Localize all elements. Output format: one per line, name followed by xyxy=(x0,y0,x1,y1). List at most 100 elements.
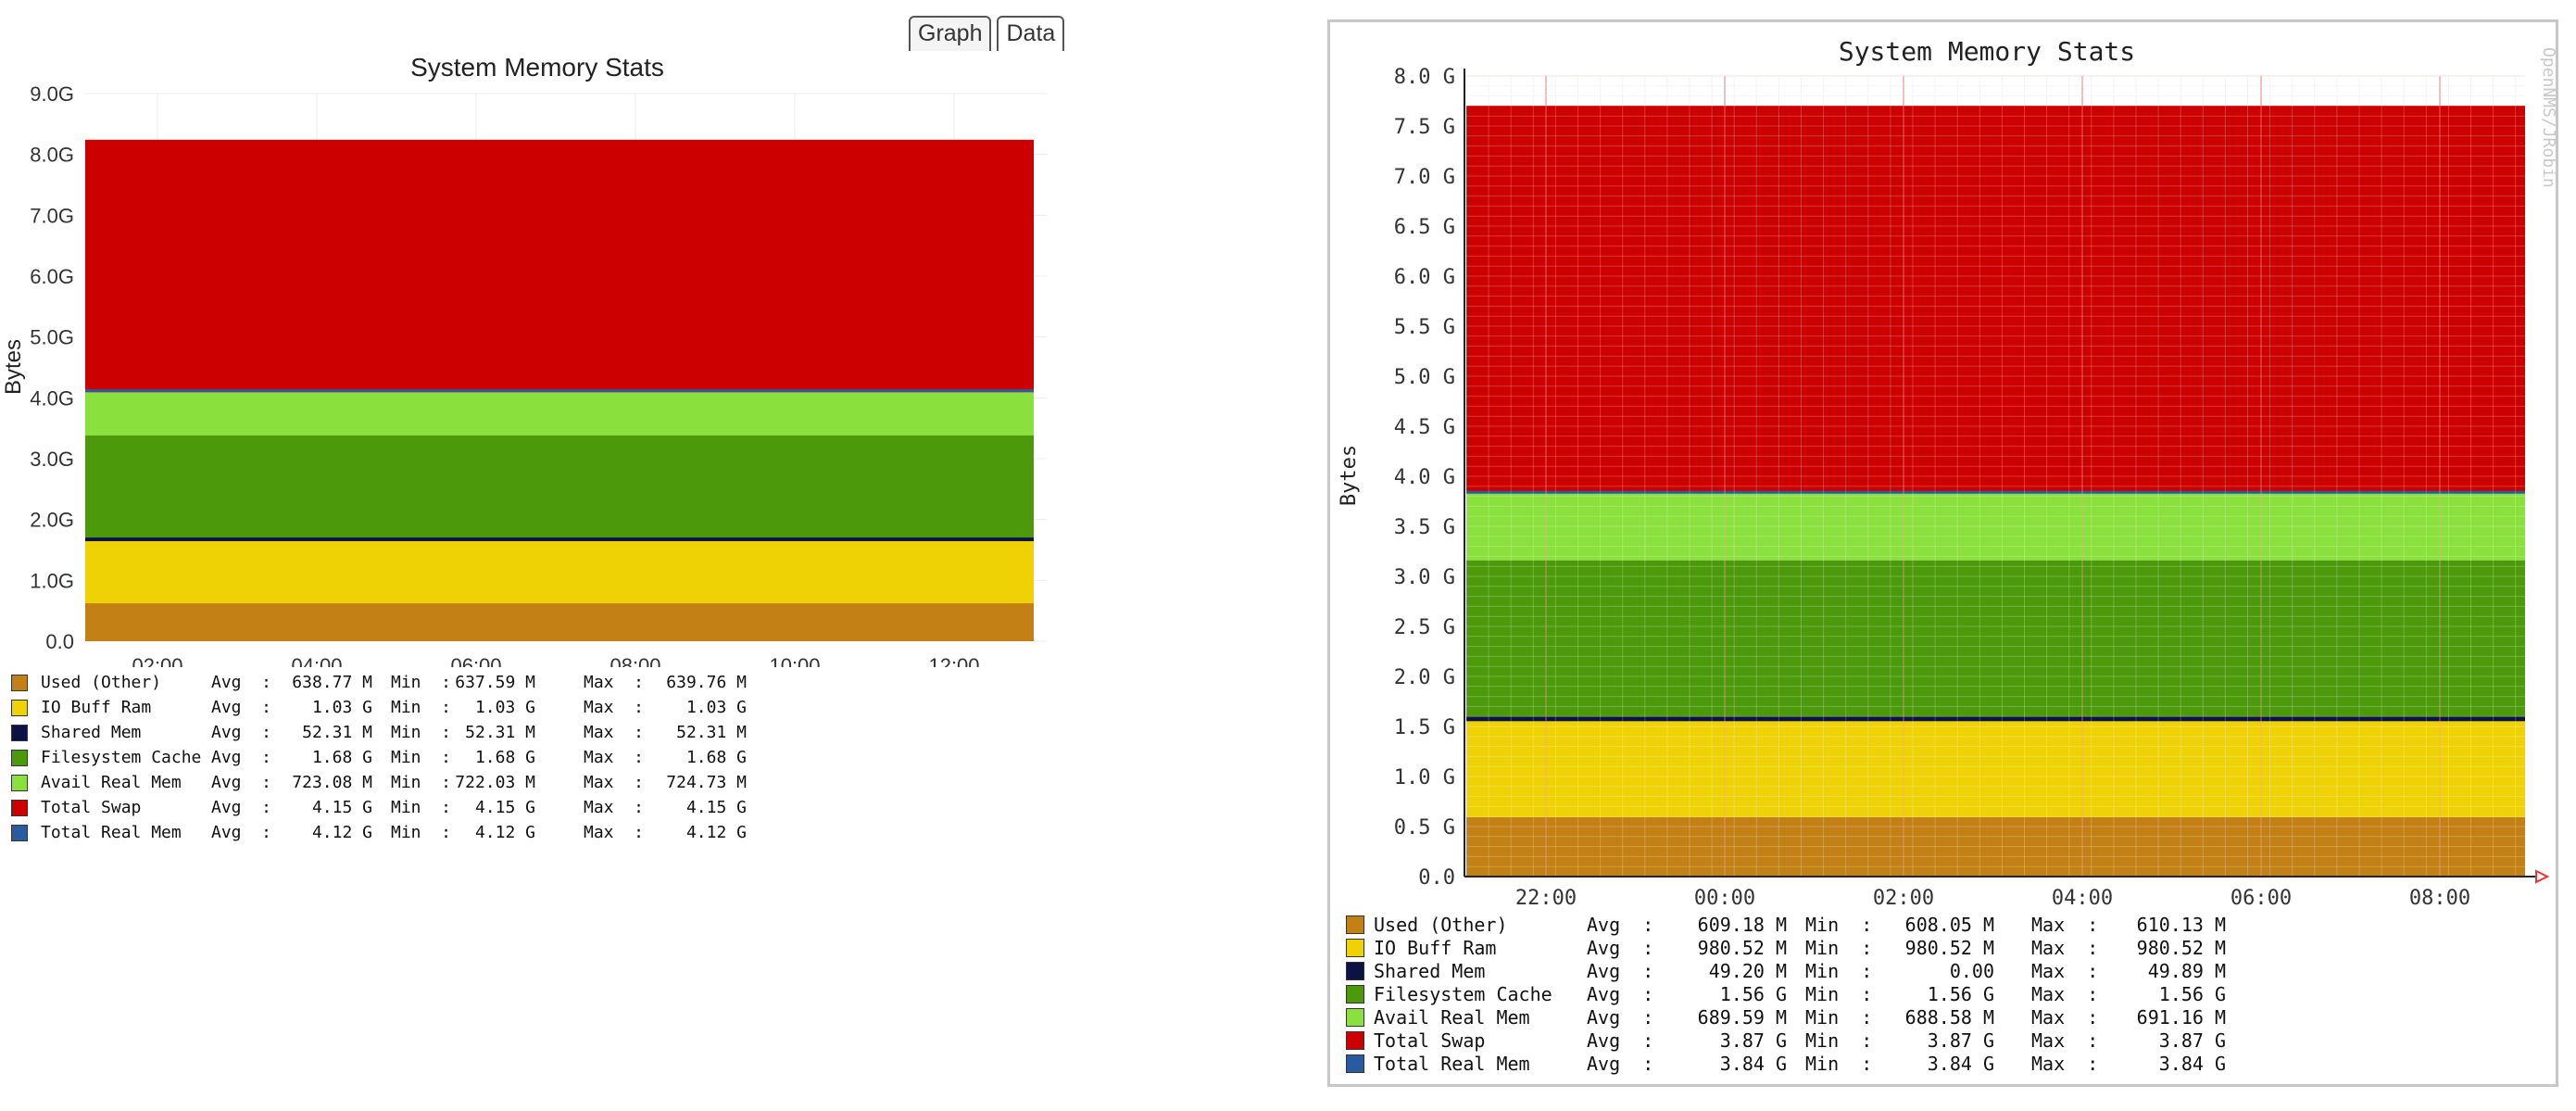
legend-avg-value: 1.68 G xyxy=(311,748,372,767)
x-tick-label: 08:00 xyxy=(609,654,660,667)
legend-max-label: Max : xyxy=(584,823,645,842)
legend-max-label: Max : xyxy=(584,748,645,767)
legend-avg-label: Avg : xyxy=(1587,983,1654,1005)
legend-series-name: Avail Real Mem xyxy=(41,773,182,792)
legend-avg-label: Avg : xyxy=(1587,1006,1654,1029)
legend-max-value: 980.52 M xyxy=(2136,937,2226,959)
y-tick-label: 2.0G xyxy=(30,509,74,532)
legend-min-value: 52.31 M xyxy=(465,723,535,742)
legend-max-label: Max : xyxy=(2031,1029,2099,1052)
legend-min-value: 4.12 G xyxy=(474,823,535,842)
legend-max-value: 1.68 G xyxy=(685,748,747,767)
y-tick-label: 0.5 G xyxy=(1394,816,1455,840)
legend-min-label: Min : xyxy=(391,823,452,842)
legend-max-label: Max : xyxy=(584,798,645,817)
legend-avg-label: Avg : xyxy=(1587,1029,1654,1052)
legend-max-label: Max : xyxy=(584,723,645,742)
y-tick-label: 1.0 G xyxy=(1394,766,1455,789)
legend-swatch xyxy=(11,825,28,841)
legend-swatch xyxy=(11,725,28,741)
tab-data[interactable]: Data xyxy=(997,16,1065,51)
y-tick-label: 0.0 xyxy=(1418,866,1455,890)
x-axis-arrow xyxy=(2535,869,2550,884)
left-memory-chart: System Memory Stats Bytes 0.0 1.0G 2.0G 3.0G 4… xyxy=(1,53,1047,667)
tab-graph[interactable]: Graph xyxy=(909,16,992,51)
legend-min-value: 608.05 M xyxy=(1904,914,1994,936)
x-tick-label: 04:00 xyxy=(291,654,342,667)
legend-avg-label: Avg : xyxy=(211,673,272,692)
y-tick-label: 6.0 G xyxy=(1394,266,1455,289)
legend-avg-value: 4.15 G xyxy=(311,798,372,817)
legend-avg-value: 1.03 G xyxy=(311,698,372,717)
legend-min-label: Min : xyxy=(391,673,452,692)
area-series-5 xyxy=(85,139,1034,393)
legend-min-value: 688.58 M xyxy=(1904,1006,1994,1029)
legend-avg-label: Avg : xyxy=(211,698,272,717)
y-tick-label: 1.5 G xyxy=(1394,716,1455,739)
legend-max-value: 724.73 M xyxy=(666,773,747,792)
legend-min-label: Min : xyxy=(1805,1053,1873,1075)
legend-max-value: 610.13 M xyxy=(2136,914,2226,936)
area-series-3 xyxy=(85,435,1034,538)
legend-avg-label: Avg : xyxy=(1587,914,1654,936)
left-chart-legend: Used (Other) Avg :638.77 M Min :637.59 M Ma… xyxy=(11,673,771,849)
area-series-4 xyxy=(1466,492,2525,561)
legend-max-label: Max : xyxy=(2031,937,2099,959)
legend-max-value: 1.56 G xyxy=(2158,983,2226,1005)
legend-min-label: Min : xyxy=(391,798,452,817)
legend-min-value: 3.87 G xyxy=(1927,1029,1994,1052)
y-tick-label: 7.0 G xyxy=(1394,166,1455,189)
right-chart-legend: Used (Other) Avg : 609.18 M Min : 608.05 M Ma… xyxy=(1346,914,2272,1075)
y-axis-label: Bytes xyxy=(1338,445,1361,506)
legend-swatch xyxy=(1346,985,1364,1004)
legend-avg-value: 3.87 G xyxy=(1719,1029,1787,1052)
y-axis-label: Bytes xyxy=(1,339,26,395)
y-tick-label: 2.0 G xyxy=(1394,666,1455,689)
x-tick-label: 00:00 xyxy=(1694,887,1755,910)
y-tick-label: 3.0G xyxy=(30,448,74,471)
legend-min-value: 4.15 G xyxy=(474,798,535,817)
legend-swatch xyxy=(1346,1031,1364,1050)
legend-series-name: Filesystem Cache xyxy=(41,748,202,767)
legend-min-label: Min : xyxy=(391,698,452,717)
legend-min-value: 637.59 M xyxy=(455,673,535,692)
y-tick-label: 2.5 G xyxy=(1394,616,1455,639)
legend-swatch xyxy=(11,700,28,716)
legend-series-name: Total Real Mem xyxy=(1374,1053,1530,1075)
legend-min-label: Min : xyxy=(1805,983,1873,1005)
x-tick-label: 02:00 xyxy=(1873,887,1934,910)
area-series-0 xyxy=(85,603,1034,641)
legend-series-name: IO Buff Ram xyxy=(1374,937,1497,959)
legend-series-name: Shared Mem xyxy=(1374,960,1486,982)
legend-avg-label: Avg : xyxy=(211,748,272,767)
legend-max-value: 3.84 G xyxy=(2158,1053,2226,1075)
legend-avg-value: 4.12 G xyxy=(311,823,372,842)
area-series-2 xyxy=(85,537,1034,542)
legend-swatch xyxy=(1346,1054,1364,1073)
legend-swatch xyxy=(1346,915,1364,934)
right-memory-chart: System Memory Stats Bytes 0.0 0.5 G 1.0 G 1.5… xyxy=(1338,36,2558,910)
area-series-4 xyxy=(85,392,1034,436)
area-series-2 xyxy=(1466,716,2525,722)
area-series-1 xyxy=(85,540,1034,604)
chart-title: System Memory Stats xyxy=(1839,36,2135,67)
legend-avg-value: 52.31 M xyxy=(302,723,372,742)
legend-avg-value: 723.08 M xyxy=(292,773,372,792)
x-tick-label: 12:00 xyxy=(928,654,979,667)
legend-max-label: Max : xyxy=(584,698,645,717)
legend-avg-label: Avg : xyxy=(211,773,272,792)
legend-max-value: 52.31 M xyxy=(676,723,747,742)
x-tick-label: 02:00 xyxy=(132,654,182,667)
y-tick-label: 8.0G xyxy=(30,144,74,167)
legend-max-label: Max : xyxy=(2031,1006,2099,1029)
x-tick-label: 06:00 xyxy=(2230,887,2292,910)
legend-max-label: Max : xyxy=(2031,960,2099,982)
legend-avg-value: 1.56 G xyxy=(1719,983,1787,1005)
legend-swatch xyxy=(1346,1008,1364,1027)
legend-series-name: Avail Real Mem xyxy=(1374,1006,1530,1029)
y-tick-label: 6.0G xyxy=(30,265,74,288)
x-tick-label: 22:00 xyxy=(1515,887,1577,910)
area-series-0 xyxy=(1466,816,2525,877)
legend-max-value: 3.87 G xyxy=(2158,1029,2226,1052)
legend-max-label: Max : xyxy=(584,773,645,792)
